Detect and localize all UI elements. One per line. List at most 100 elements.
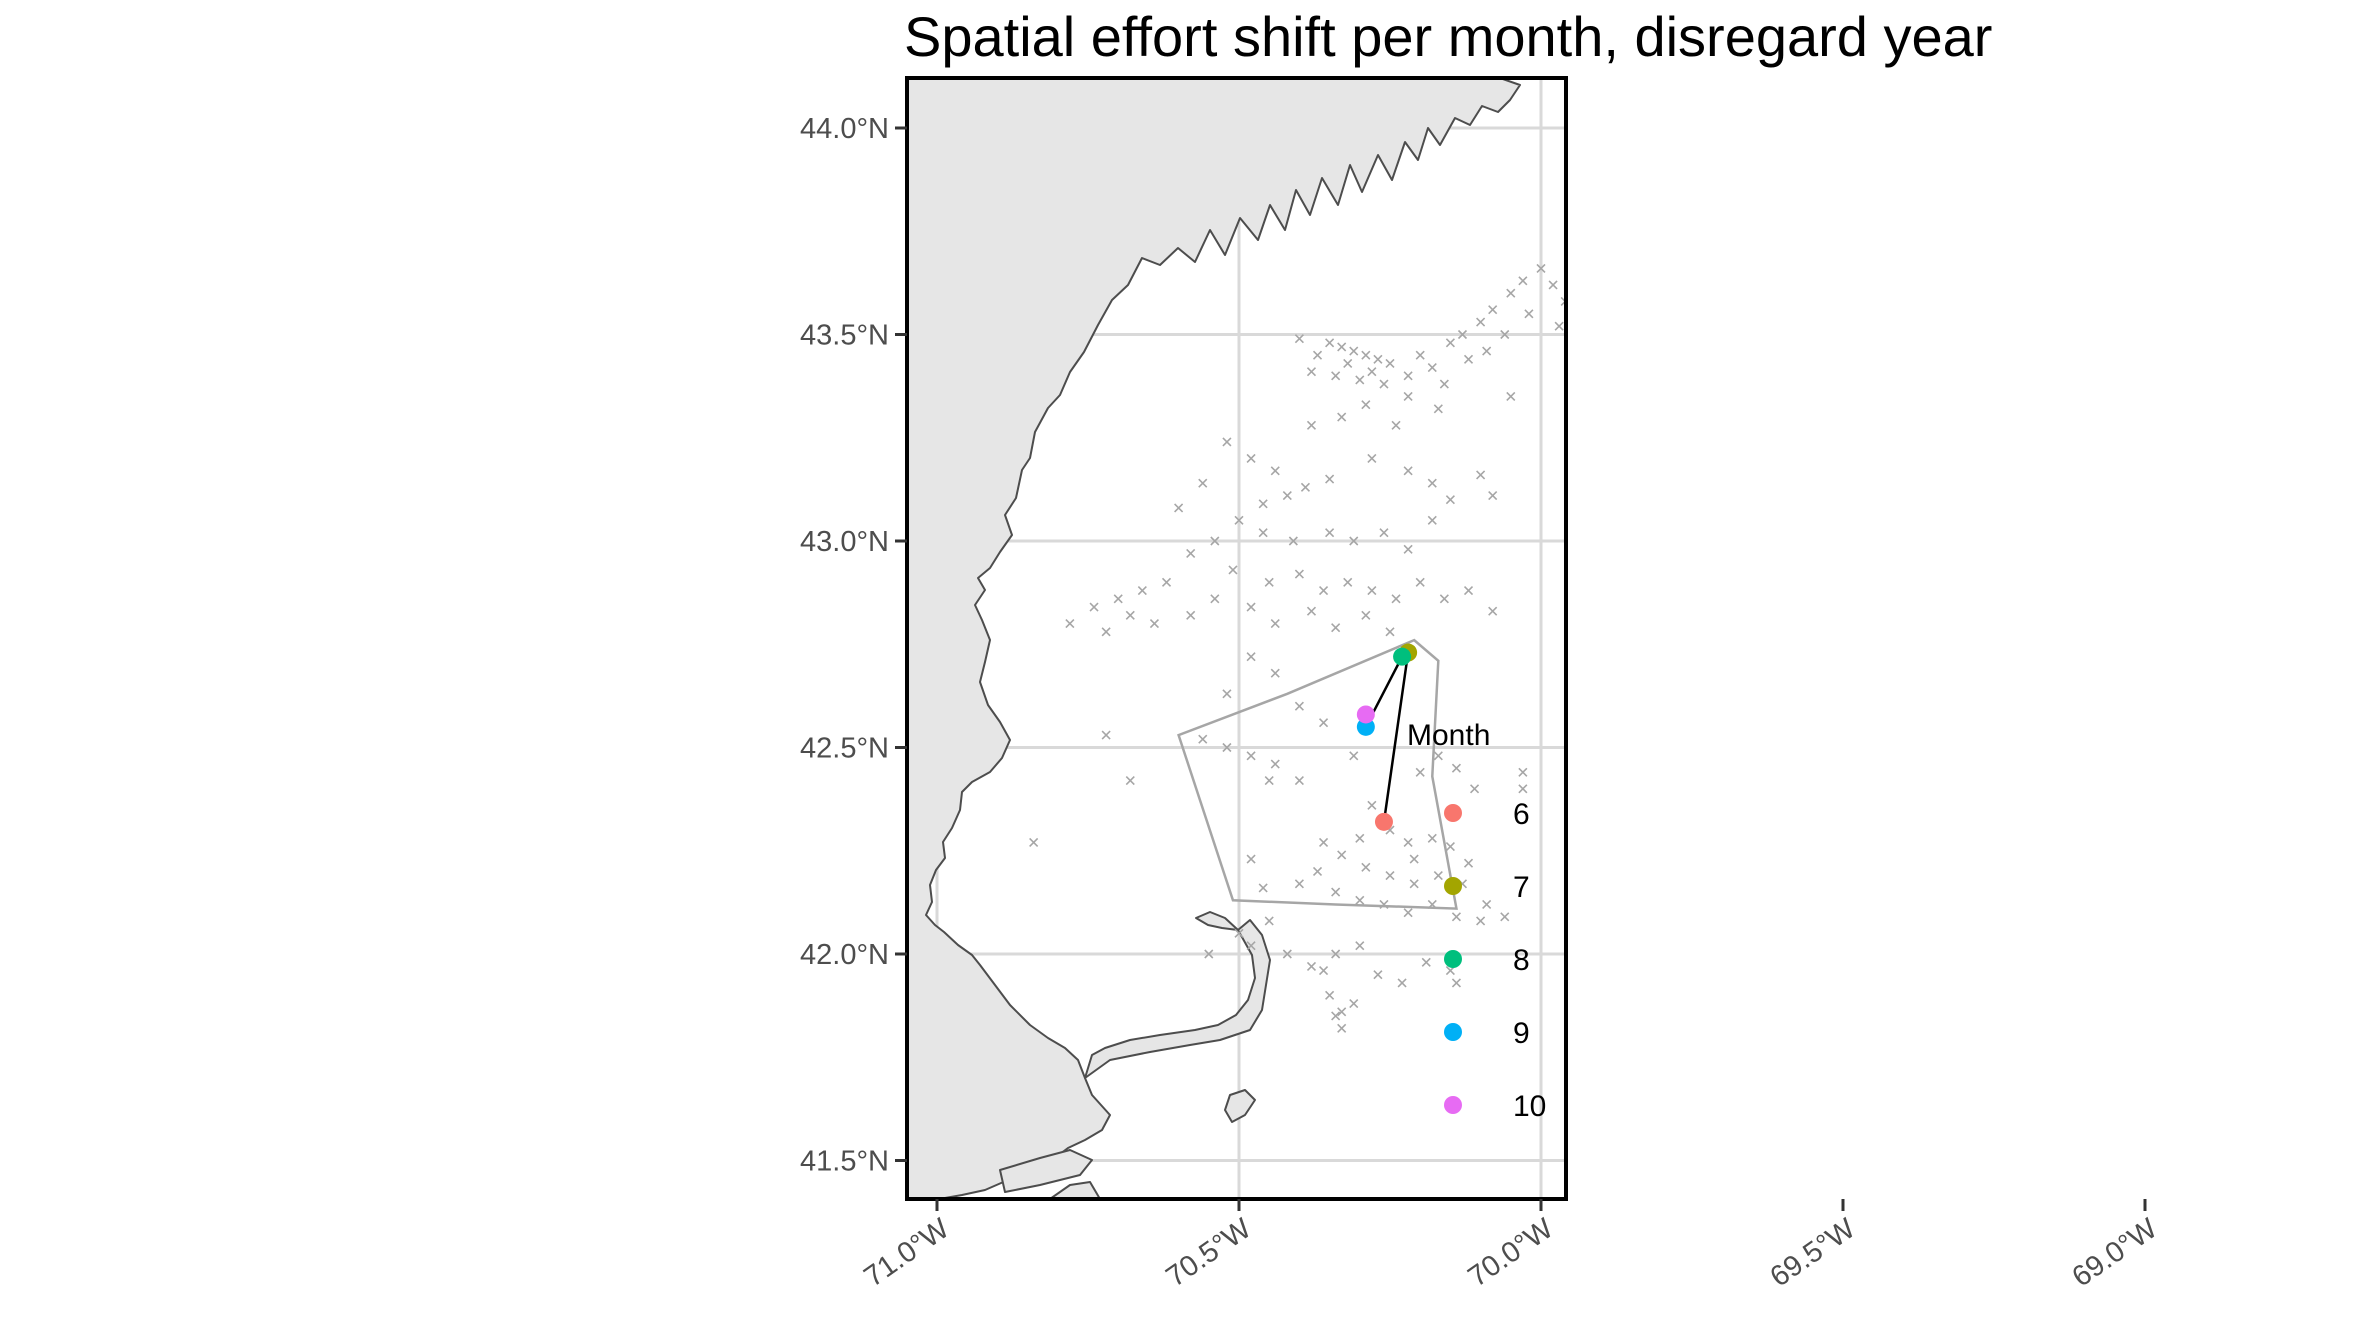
effort-point [1488, 491, 1498, 501]
legend-items: 6 7 8 9 10 [1444, 798, 1546, 1123]
legend: Month 6 7 8 9 10 [1407, 719, 1546, 1123]
effort-point [1476, 916, 1486, 926]
effort-point [1403, 371, 1413, 381]
effort-point [1282, 949, 1292, 959]
effort-point [1427, 833, 1437, 843]
effort-point [2044, 281, 2052, 289]
effort-point [1500, 329, 1510, 340]
effort-point [1282, 491, 1292, 501]
effort-point [1337, 1007, 1347, 1017]
legend-key-10 [1444, 1096, 1462, 1114]
effort-point [1222, 742, 1232, 753]
effort-point [1451, 978, 1462, 988]
effort-point [1318, 585, 1329, 596]
effort-point [1445, 842, 1455, 852]
effort-point [1246, 751, 1256, 761]
effort-point [1385, 870, 1395, 881]
effort-point [1427, 478, 1437, 488]
effort-point [1288, 536, 1298, 546]
effort-point [1658, 322, 1666, 330]
effort-point [1198, 734, 1208, 744]
effort-point [1670, 359, 1678, 367]
effort-point [1264, 775, 1274, 786]
effort-point [1246, 652, 1256, 662]
effort-point [1403, 544, 1413, 554]
effort-point [1791, 269, 1799, 277]
effort-points-layer [1029, 215, 2052, 1033]
effort-point [1246, 941, 1256, 951]
effort-point [1403, 391, 1413, 402]
effort-point [1161, 577, 1172, 587]
effort-point [1113, 594, 1123, 604]
land-layer [907, 78, 1521, 1199]
effort-point [1609, 269, 1617, 277]
panel-border [905, 76, 1568, 1201]
effort-point [1361, 610, 1371, 620]
effort-point [1628, 310, 1636, 318]
mainland-coast [907, 78, 1521, 1199]
effort-point [1258, 883, 1268, 893]
effort-point [1222, 437, 1232, 447]
effort-point [1748, 446, 1756, 454]
effort-point [1403, 466, 1413, 476]
plot-title: Spatial effort shift per month, disregar… [904, 5, 1992, 68]
effort-point [1361, 862, 1371, 872]
y-tick-label: 41.5°N [800, 1146, 889, 1178]
effort-point [1930, 215, 1938, 223]
effort-point [1415, 577, 1425, 587]
legend-key-7 [1444, 877, 1462, 895]
effort-point [1294, 879, 1304, 889]
effort-point [1361, 400, 1371, 410]
y-tick-label: 44.0°N [800, 113, 889, 145]
effort-point [1573, 339, 1581, 347]
effort-point [1554, 321, 1564, 331]
effort-point [1294, 569, 1304, 579]
effort-point [1391, 420, 1401, 430]
x-tick-label: 70.5°W [1160, 1212, 1257, 1293]
effort-point [1718, 248, 1726, 256]
effort-point [1518, 767, 1528, 777]
effort-point [1186, 548, 1196, 558]
effort-point [1476, 470, 1486, 480]
effort-point [1270, 619, 1280, 629]
effort-point [1397, 978, 1407, 988]
effort-point [1294, 334, 1304, 344]
island-south-1 [1224, 1089, 1256, 1123]
effort-point [1827, 467, 1835, 475]
effort-point [1101, 730, 1111, 740]
effort-point [1518, 784, 1528, 794]
effort-point [1204, 949, 1214, 959]
effort-point [1337, 342, 1347, 352]
legend-label-8: 8 [1513, 944, 1530, 977]
effort-point [1367, 800, 1377, 810]
x-tick-label: 69.5°W [1764, 1212, 1861, 1293]
effort-point [1439, 379, 1449, 389]
effort-point [1960, 227, 1968, 235]
effort-point [1355, 833, 1365, 843]
effort-point [1433, 870, 1443, 881]
effort-point [1337, 412, 1347, 422]
effort-point [1433, 751, 1443, 761]
effort-point [1524, 309, 1534, 319]
effort-point [1349, 751, 1359, 761]
effort-point [1379, 379, 1389, 389]
effort-point [1325, 990, 1335, 1000]
effort-point [1246, 602, 1256, 612]
effort-point [1433, 404, 1443, 414]
effort-point [1355, 375, 1365, 385]
effort-point [1451, 912, 1462, 922]
effort-point [1318, 718, 1329, 728]
effort-point [1445, 495, 1455, 505]
legend-key-9 [1444, 1023, 1462, 1041]
effort-point [1996, 640, 2004, 648]
effort-point [1373, 354, 1383, 364]
effort-point [1337, 850, 1347, 860]
effort-point [1391, 594, 1401, 604]
effort-point [1325, 474, 1335, 484]
effort-point [1385, 358, 1395, 368]
effort-point [1264, 577, 1274, 587]
effort-point [1228, 565, 1238, 575]
effort-point [1331, 949, 1341, 959]
centroid-month-6 [1374, 812, 1393, 831]
effort-point [1355, 895, 1365, 905]
